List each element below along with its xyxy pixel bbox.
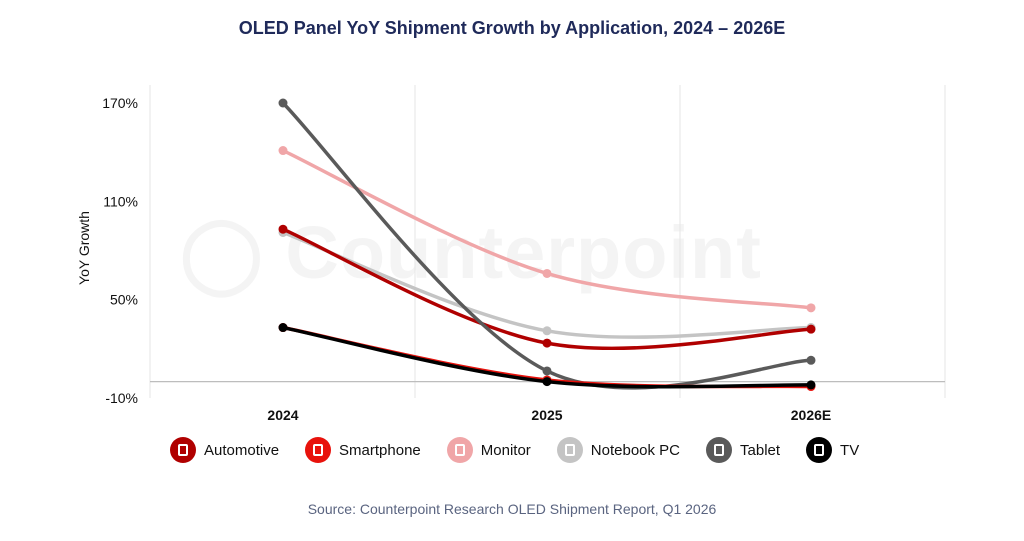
watermark-logo: ◯ Counterpoint <box>180 211 762 294</box>
source-note: Source: Counterpoint Research OLED Shipm… <box>307 501 717 517</box>
legend-item: Tablet <box>706 437 780 463</box>
legend-label: Automotive <box>204 441 280 459</box>
car-icon <box>170 437 196 463</box>
data-point <box>806 324 816 334</box>
series-line-notebook-pc <box>282 230 812 339</box>
chart-title: OLED Panel YoY Shipment Growth by Applic… <box>238 18 786 38</box>
data-point <box>278 146 288 156</box>
data-point <box>542 326 552 336</box>
legend-item: Smartphone <box>305 437 421 463</box>
data-point <box>542 268 552 278</box>
y-tick-label: 110% <box>103 193 138 209</box>
series-line-monitor <box>282 148 812 310</box>
legend-label: Smartphone <box>339 441 421 459</box>
data-point <box>542 366 552 376</box>
x-tick-label: 2024 <box>267 407 298 423</box>
legend: Automotive Smartphone Monitor Notebook PC Ta… <box>170 437 885 463</box>
tv-icon <box>806 437 833 463</box>
monitor-icon <box>446 437 473 463</box>
data-point <box>542 338 552 348</box>
data-point <box>278 224 288 234</box>
smartphone-icon <box>305 437 332 463</box>
x-tick-label: 2025 <box>531 407 562 423</box>
legend-item: Automotive <box>170 437 279 463</box>
y-tick-label: 50% <box>110 292 138 308</box>
data-point <box>278 323 288 333</box>
data-point <box>278 98 288 108</box>
y-tick-label: 170% <box>102 95 138 111</box>
tablet-icon <box>706 437 733 463</box>
y-tick-label: -10% <box>105 390 138 406</box>
x-tick-label: 2026E <box>791 407 831 423</box>
legend-item: Monitor <box>446 437 531 463</box>
watermark-text: Counterpoint <box>285 211 762 294</box>
series-line-tablet <box>281 101 812 390</box>
legend-item: TV <box>806 437 859 463</box>
legend-label: Tablet <box>740 441 781 459</box>
data-point <box>806 380 816 390</box>
legend-item: Notebook PC <box>556 437 681 463</box>
legend-label: TV <box>840 441 860 459</box>
laptop-icon <box>556 437 583 463</box>
legend-label: Monitor <box>480 441 531 459</box>
y-axis-label: YoY Growth <box>76 211 92 285</box>
data-point <box>806 303 816 313</box>
legend-label: Notebook PC <box>590 441 681 459</box>
data-point <box>542 377 552 387</box>
data-point <box>806 355 816 365</box>
